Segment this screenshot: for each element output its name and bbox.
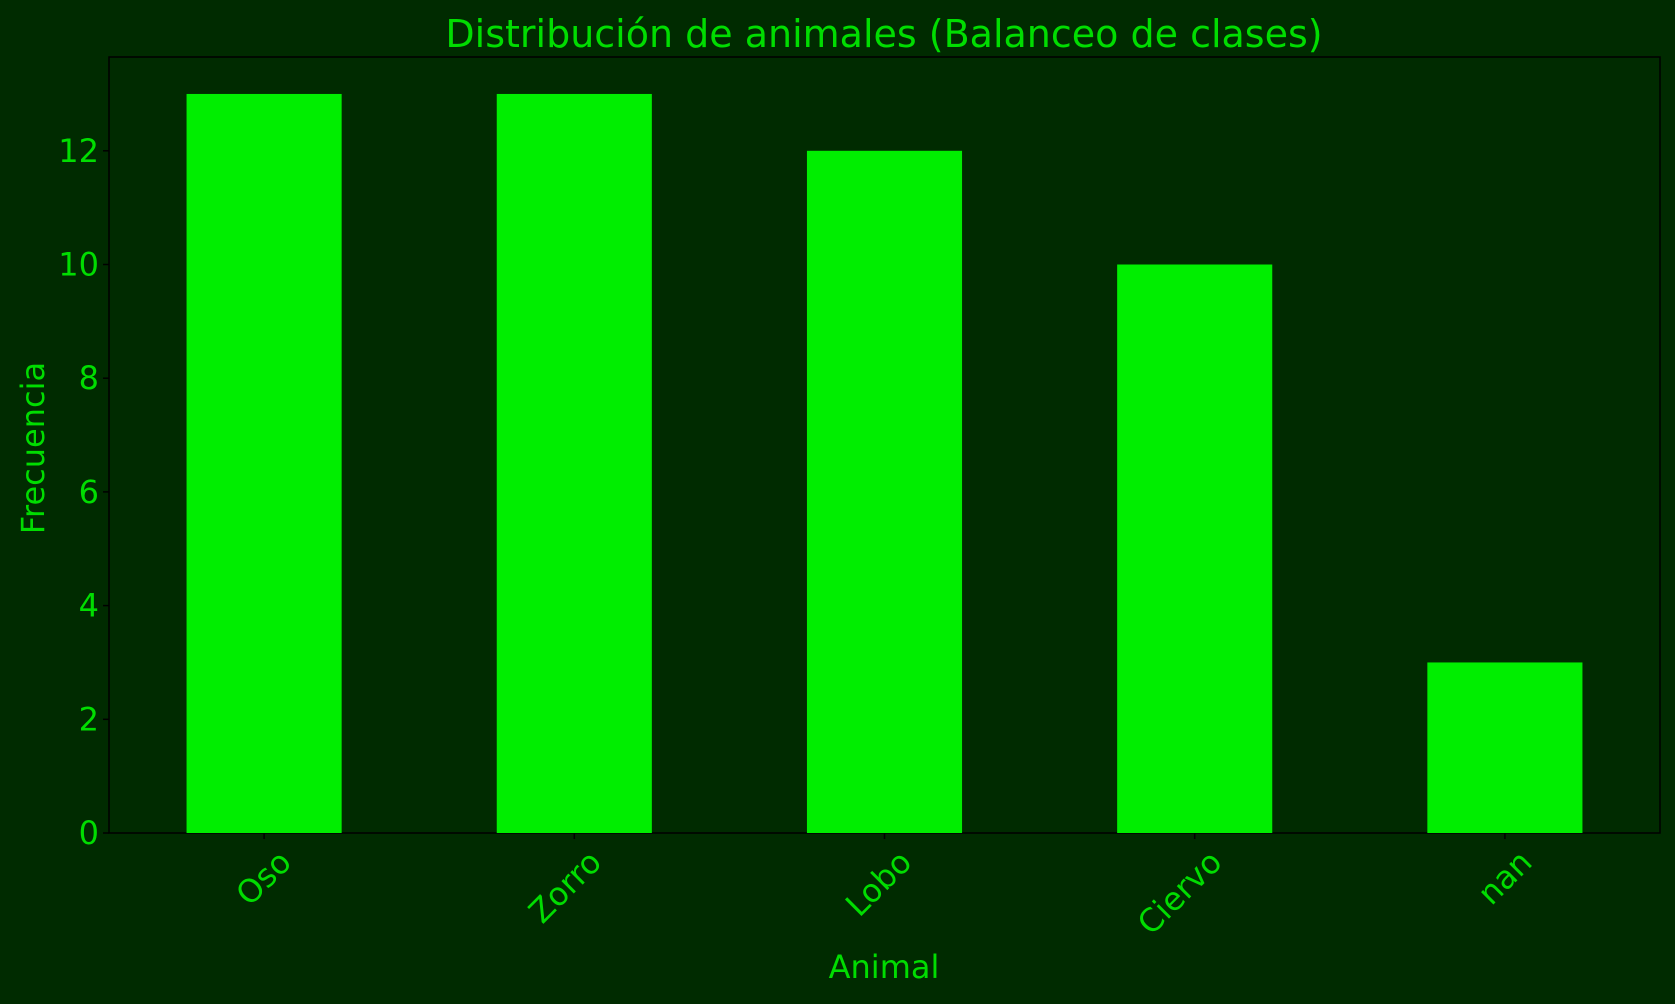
y-tick-label: 6 [79,473,99,511]
y-axis-label: Frecuencia [14,362,52,534]
y-tick-label: 10 [58,246,99,284]
x-axis-label: Animal [829,948,940,986]
bar-ciervo [1117,264,1273,833]
bar-zorro [496,93,652,833]
y-tick-label: 2 [79,700,99,738]
bar-lobo [806,150,963,834]
y-tick-label: 4 [79,587,99,625]
y-tick-label: 12 [58,132,99,170]
y-tick-label: 0 [79,814,99,852]
y-axis-ticks: 0 2 4 6 8 10 12 [58,132,109,852]
bars-group [186,93,1583,834]
chart-title: Distribución de animales (Balanceo de cl… [445,12,1322,56]
y-tick-label: 8 [79,359,99,397]
bar-nan [1427,662,1583,833]
bar-oso [186,93,342,833]
